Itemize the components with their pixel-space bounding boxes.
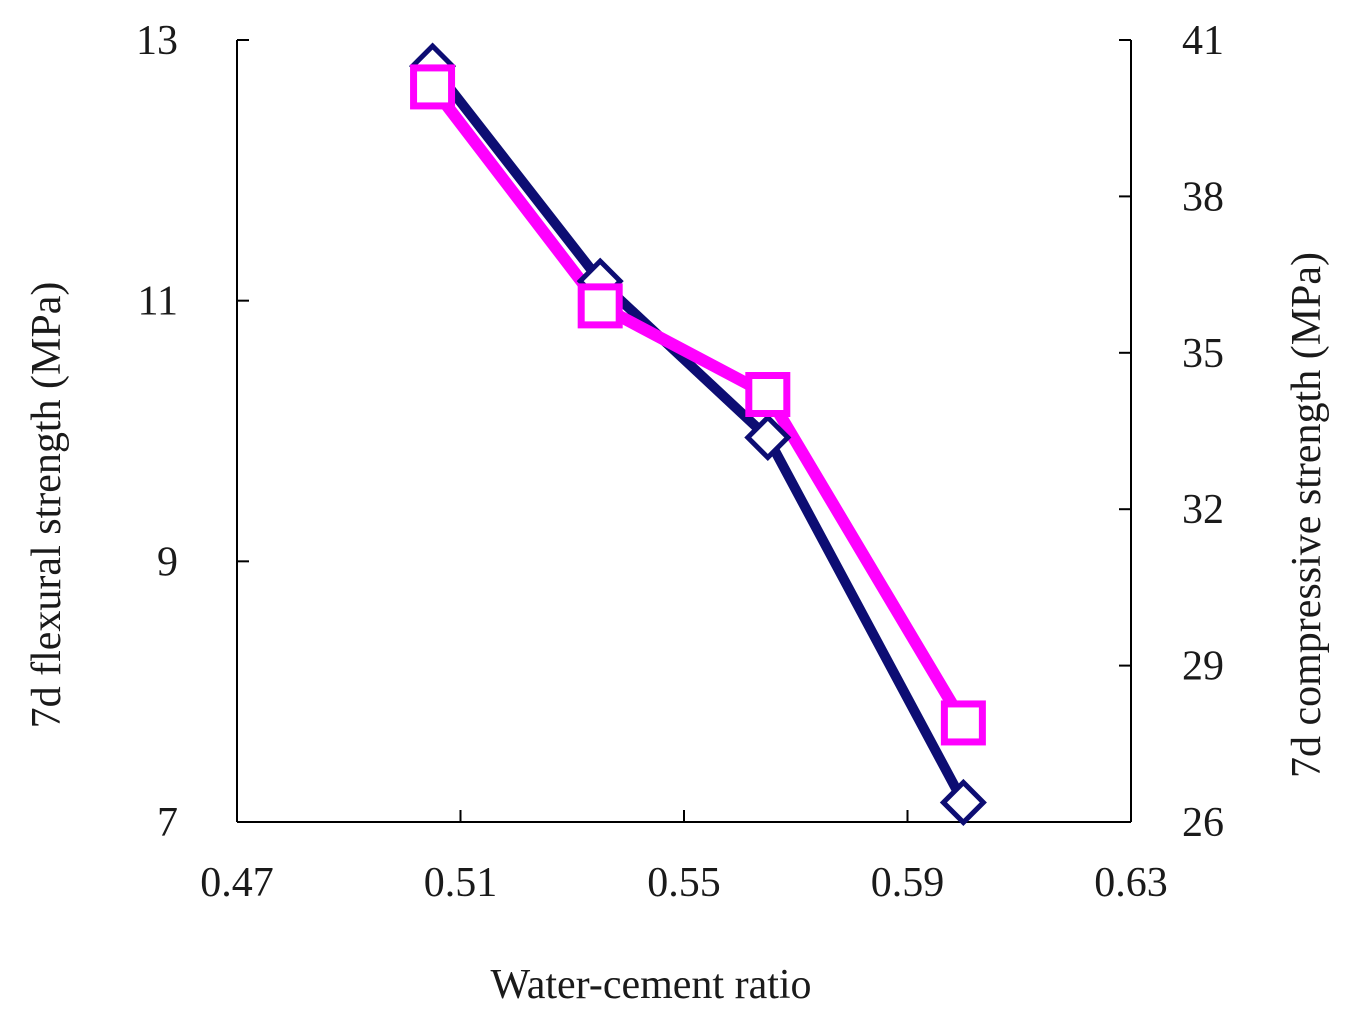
x-tick-label: 0.51 [424,860,498,906]
7d-flexural-strength-marker [744,413,792,462]
x-tick-label: 0.59 [871,860,945,906]
right-y-tick-label: 35 [1182,331,1224,377]
x-tick-label: 0.63 [1094,860,1168,906]
x-tick-label: 0.47 [200,860,274,906]
right-y-axis-title: 7d compressive strength (MPa) [1284,252,1330,778]
right-y-tick-label: 41 [1182,18,1224,64]
x-axis-title: Water-cement ratio [490,962,811,1008]
axes: 0.47 0.51 0.55 0.59 0.63 7 9 11 13 26 29 32 35 38 41 [136,18,1224,906]
left-y-axis-title: 7d flexural strength (MPa) [24,282,70,729]
7d-flexural-strength-line [428,62,968,805]
right-y-tick-label: 29 [1182,644,1224,690]
right-y-tick-label: 38 [1182,174,1224,220]
right-y-tick-label: 32 [1182,487,1224,533]
7d-compressive-strength-marker [577,283,623,329]
7d-compressive-strength-line [427,83,969,727]
x-tick-label: 0.55 [647,860,721,906]
7d-compressive-strength-marker [940,700,986,746]
7d-compressive-strength-marker [745,372,791,418]
left-y-tick-label: 9 [157,539,178,585]
left-y-tick-label: 11 [138,279,178,325]
right-y-tick-label: 26 [1182,800,1224,846]
7d-flexural-strength-marker [939,778,987,826]
7d-compressive-strength-marker [410,64,456,110]
left-y-tick-label: 13 [136,18,178,64]
series-layer [409,42,987,826]
left-y-tick-label: 7 [157,800,178,846]
